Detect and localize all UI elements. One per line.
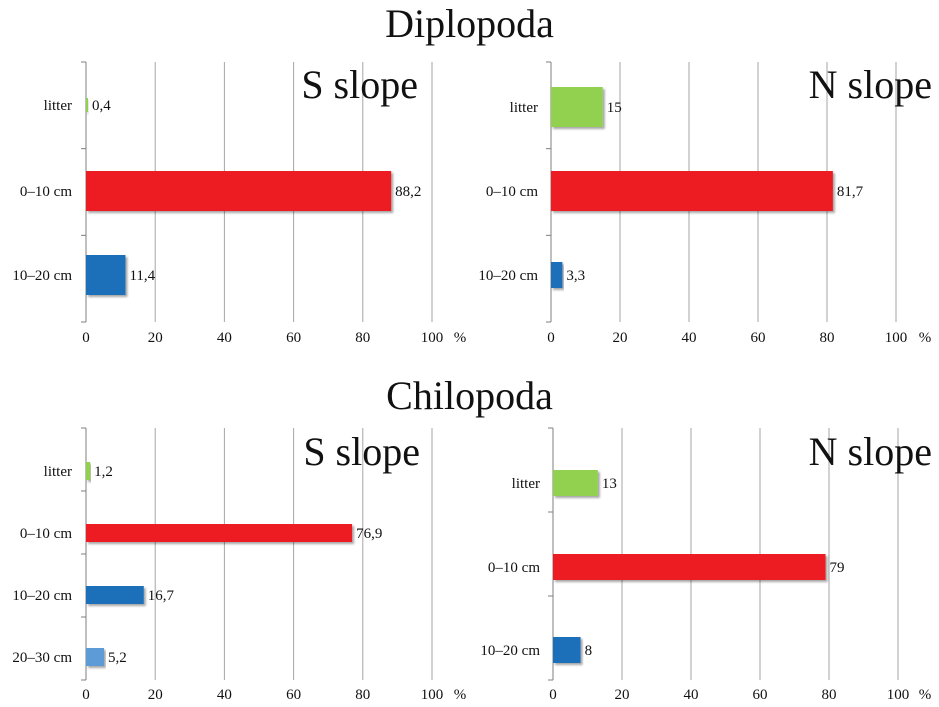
slope-title: S slope <box>301 62 418 107</box>
value-label: 8 <box>585 643 593 659</box>
x-tick-label: 60 <box>751 330 766 346</box>
value-label: 88,2 <box>395 184 421 200</box>
category-label: litter <box>512 476 540 492</box>
chart-panel-0: 0 20 40 60 80 100 % S slope 0,4 litter 88,2 0–10 cm… <box>12 61 467 346</box>
bar-0-10 <box>86 524 353 542</box>
bar-0-10 <box>86 171 392 211</box>
chilopoda-title: Chilopoda <box>386 373 553 418</box>
unit-label: % <box>919 330 932 346</box>
x-tick-label: 100 <box>887 687 910 703</box>
bar-0-10 <box>551 171 833 211</box>
value-label: 1,2 <box>94 464 113 480</box>
slope-title: S slope <box>303 429 420 474</box>
category-label: 10–20 cm <box>480 643 540 659</box>
bar-10-20 <box>86 255 126 295</box>
x-tick-label: 80 <box>822 687 837 703</box>
category-label: 10–20 cm <box>478 268 538 284</box>
bar-0-10 <box>553 554 826 580</box>
value-label: 13 <box>602 476 617 492</box>
value-label: 15 <box>607 100 622 116</box>
x-tick-label: 0 <box>82 687 90 703</box>
value-label: 16,7 <box>148 588 175 604</box>
value-label: 79 <box>830 560 845 576</box>
category-label: 0–10 cm <box>488 560 540 576</box>
bar-10-20 <box>553 637 581 663</box>
value-label: 0,4 <box>92 98 111 114</box>
bar-litter <box>86 98 88 112</box>
bar-20-30 <box>86 648 104 666</box>
x-tick-label: 0 <box>549 687 557 703</box>
bar-litter <box>86 462 91 480</box>
chart-panel-1: 0 20 40 60 80 100 % N slope 15 litter 81,7 0–10 cm 3… <box>478 61 932 346</box>
x-tick-label: 100 <box>421 330 444 346</box>
value-label: 3,3 <box>566 268 585 284</box>
x-tick-label: 20 <box>615 687 630 703</box>
x-tick-label: 20 <box>148 687 163 703</box>
chart-panel-3: 0 20 40 60 80 100 % N slope 13 litter 79 0–10 cm 8 10… <box>480 427 932 703</box>
bar-litter <box>553 470 598 496</box>
unit-label: % <box>454 330 467 346</box>
x-tick-label: 40 <box>682 330 697 346</box>
category-label: litter <box>510 100 538 116</box>
x-tick-label: 80 <box>355 687 370 703</box>
bar-10-20 <box>86 586 144 604</box>
category-label: litter <box>44 464 72 480</box>
x-tick-label: 40 <box>217 687 232 703</box>
x-tick-label: 0 <box>82 330 90 346</box>
bar-10-20 <box>551 262 563 288</box>
x-tick-label: 60 <box>753 687 768 703</box>
diplopoda-title: Diplopoda <box>385 1 554 46</box>
x-tick-label: 80 <box>355 330 370 346</box>
bar-litter <box>551 87 603 127</box>
x-tick-label: 60 <box>286 687 301 703</box>
x-tick-label: 80 <box>820 330 835 346</box>
category-label: 0–10 cm <box>486 184 538 200</box>
category-label: 10–20 cm <box>12 268 72 284</box>
x-tick-label: 20 <box>148 330 163 346</box>
unit-label: % <box>454 687 467 703</box>
x-tick-label: 100 <box>885 330 908 346</box>
x-tick-label: 60 <box>286 330 301 346</box>
category-label: litter <box>44 98 72 114</box>
value-label: 81,7 <box>837 184 864 200</box>
x-tick-label: 100 <box>421 687 444 703</box>
value-label: 5,2 <box>108 650 127 666</box>
slope-title: N slope <box>809 62 932 107</box>
chart-panel-2: 0 20 40 60 80 100 % S slope 1,2 litter 76,9 0–10 cm… <box>12 427 467 703</box>
category-label: 10–20 cm <box>12 588 72 604</box>
value-label: 11,4 <box>129 268 155 284</box>
slope-title: N slope <box>809 429 932 474</box>
unit-label: % <box>919 687 932 703</box>
x-tick-label: 20 <box>613 330 628 346</box>
x-tick-label: 40 <box>217 330 232 346</box>
category-label: 0–10 cm <box>20 526 72 542</box>
x-tick-label: 40 <box>684 687 699 703</box>
value-label: 76,9 <box>356 526 382 542</box>
x-tick-label: 0 <box>547 330 555 346</box>
category-label: 0–10 cm <box>20 184 72 200</box>
category-label: 20–30 cm <box>12 650 72 666</box>
